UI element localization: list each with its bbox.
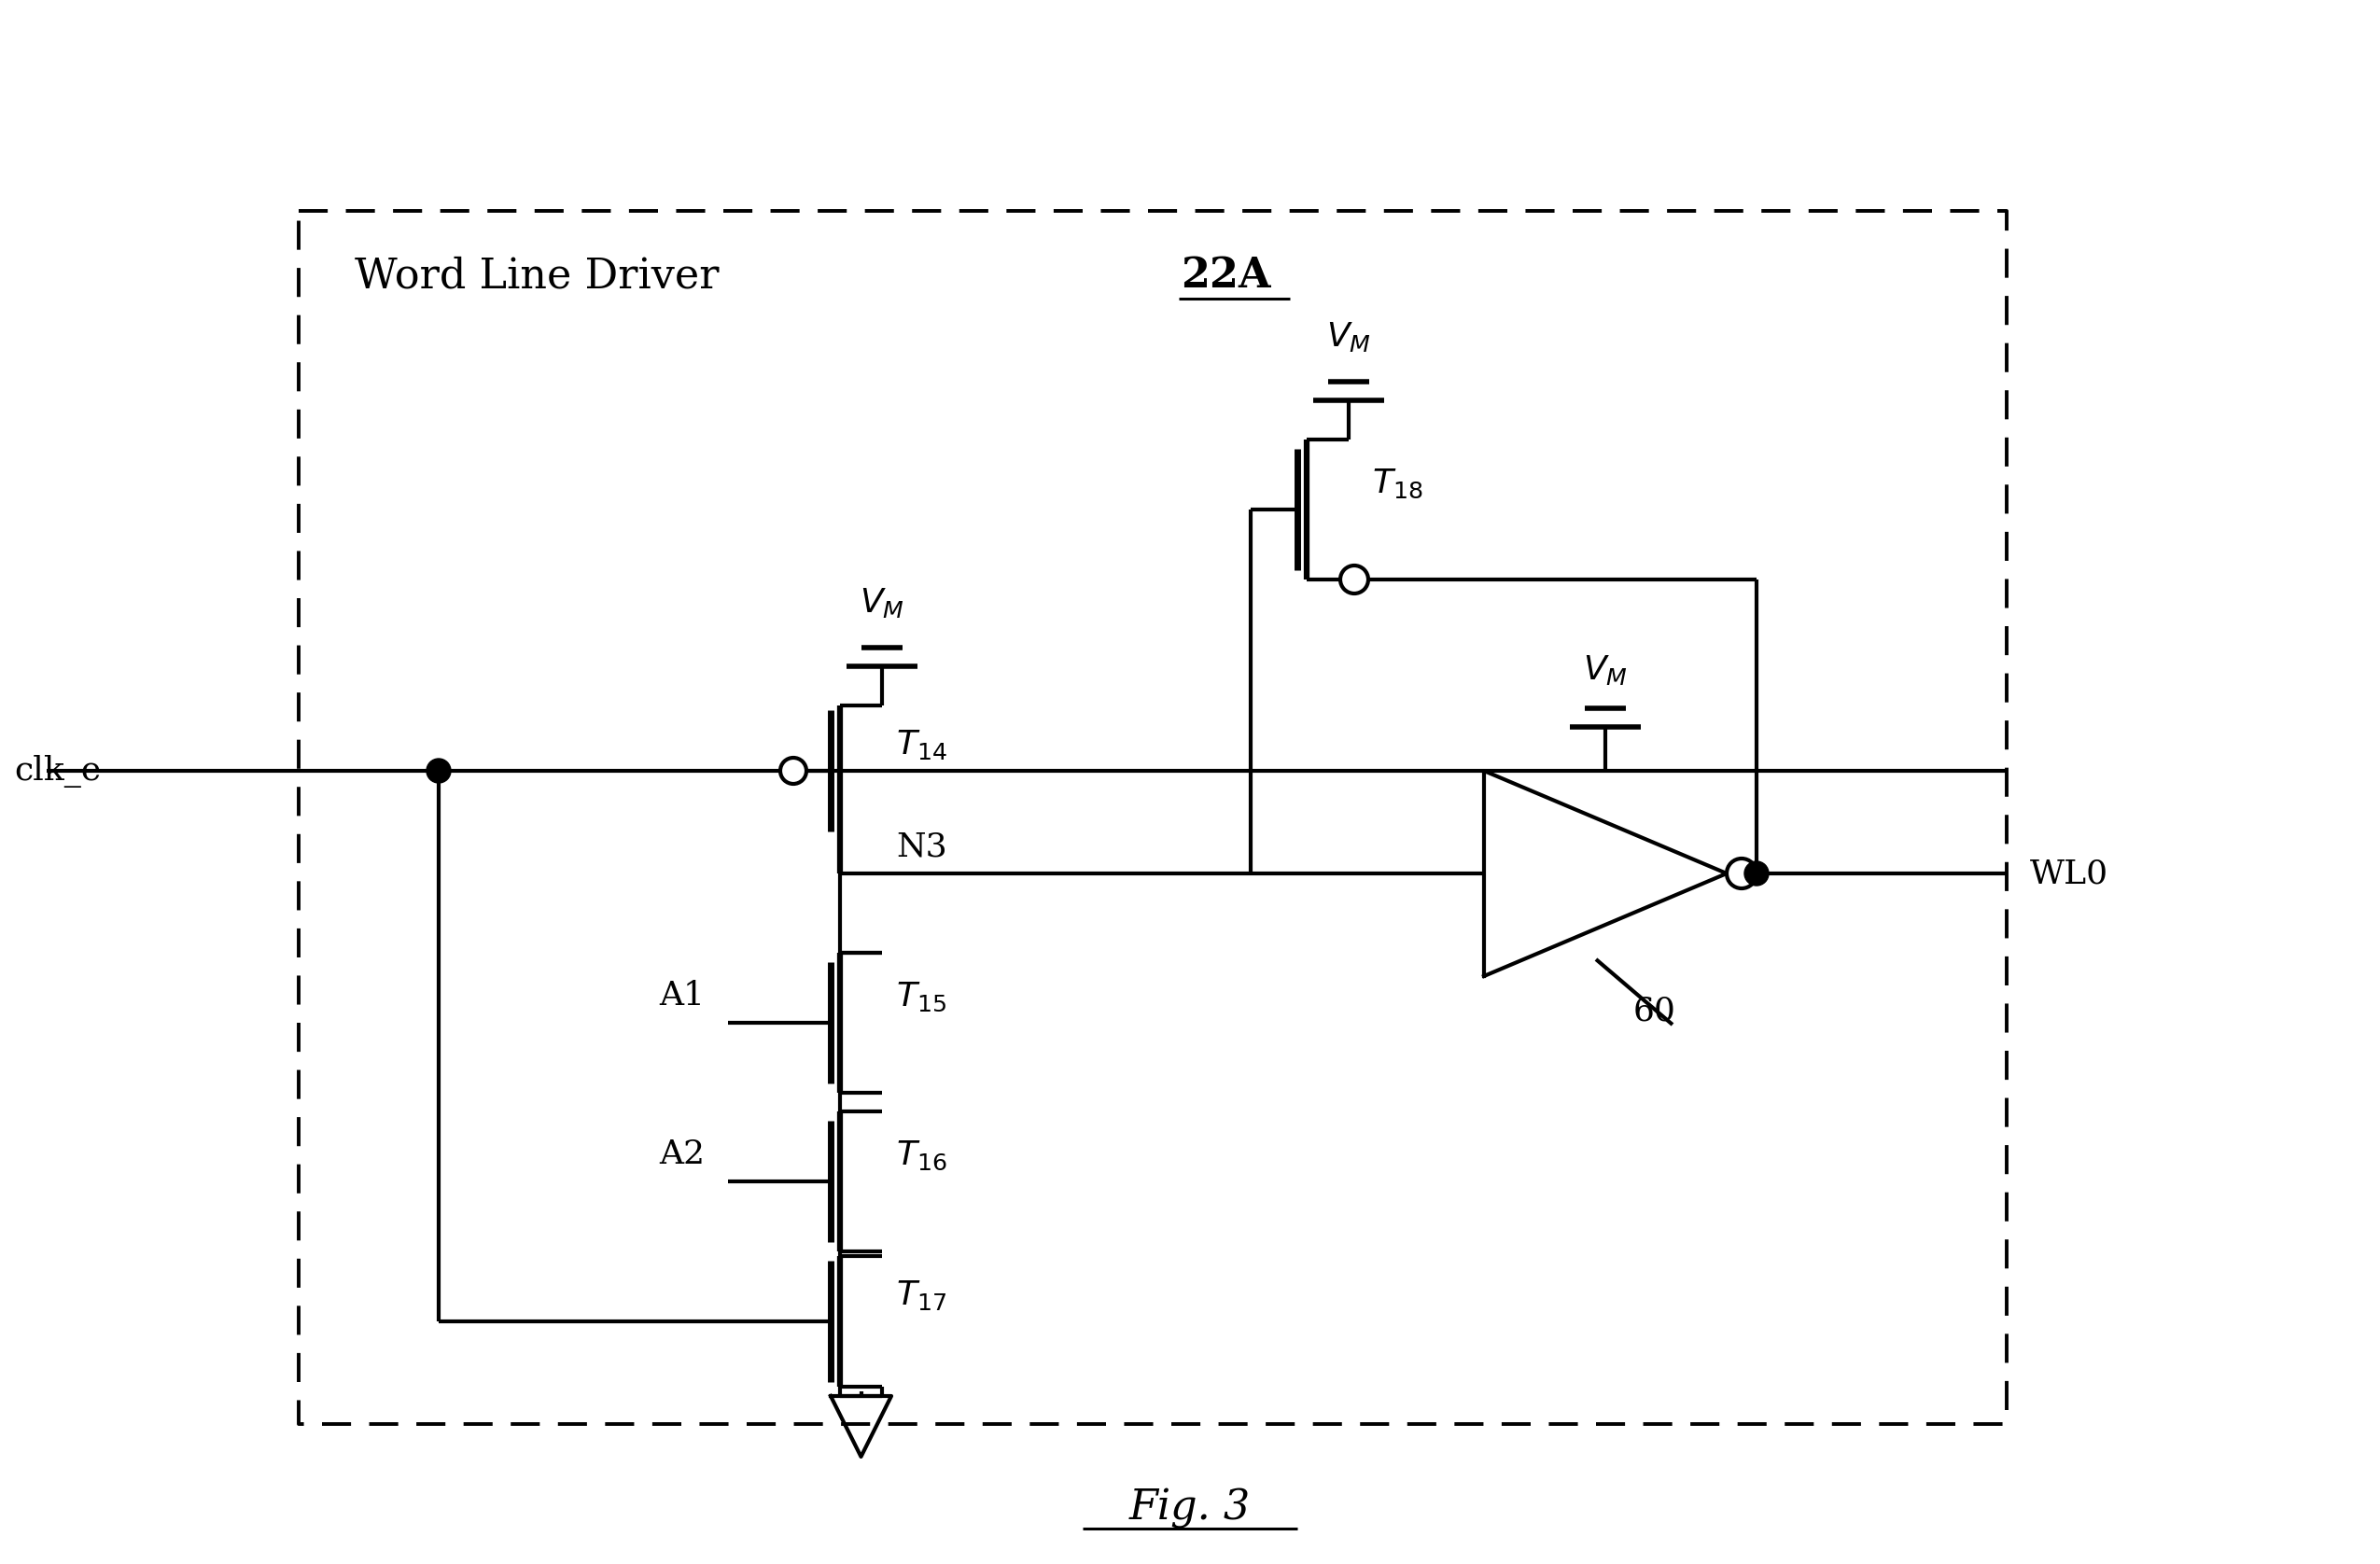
Circle shape [426,759,450,784]
Text: 22A: 22A [1180,256,1271,296]
Text: $T_{16}$: $T_{16}$ [895,1139,947,1171]
Text: $T_{14}$: $T_{14}$ [895,727,947,762]
Text: clk_e: clk_e [14,754,100,787]
Text: WL0: WL0 [2030,857,2109,890]
Text: A2: A2 [659,1139,704,1170]
Text: N3: N3 [895,830,947,862]
Text: $T_{15}$: $T_{15}$ [895,981,947,1013]
Text: $V_M$: $V_M$ [859,586,904,619]
Text: A1: A1 [659,979,704,1012]
Circle shape [1745,862,1768,885]
Text: $V_M$: $V_M$ [1583,654,1628,687]
Text: $V_M$: $V_M$ [1326,321,1371,353]
Circle shape [1726,859,1756,888]
Text: $T_{18}$: $T_{18}$ [1371,468,1423,500]
Circle shape [1340,566,1368,593]
Text: $T_{17}$: $T_{17}$ [895,1278,947,1312]
Circle shape [781,757,807,784]
Text: 60: 60 [1633,995,1676,1026]
Text: Fig. 3: Fig. 3 [1128,1487,1252,1528]
Text: Word Line Driver: Word Line Driver [355,256,733,296]
